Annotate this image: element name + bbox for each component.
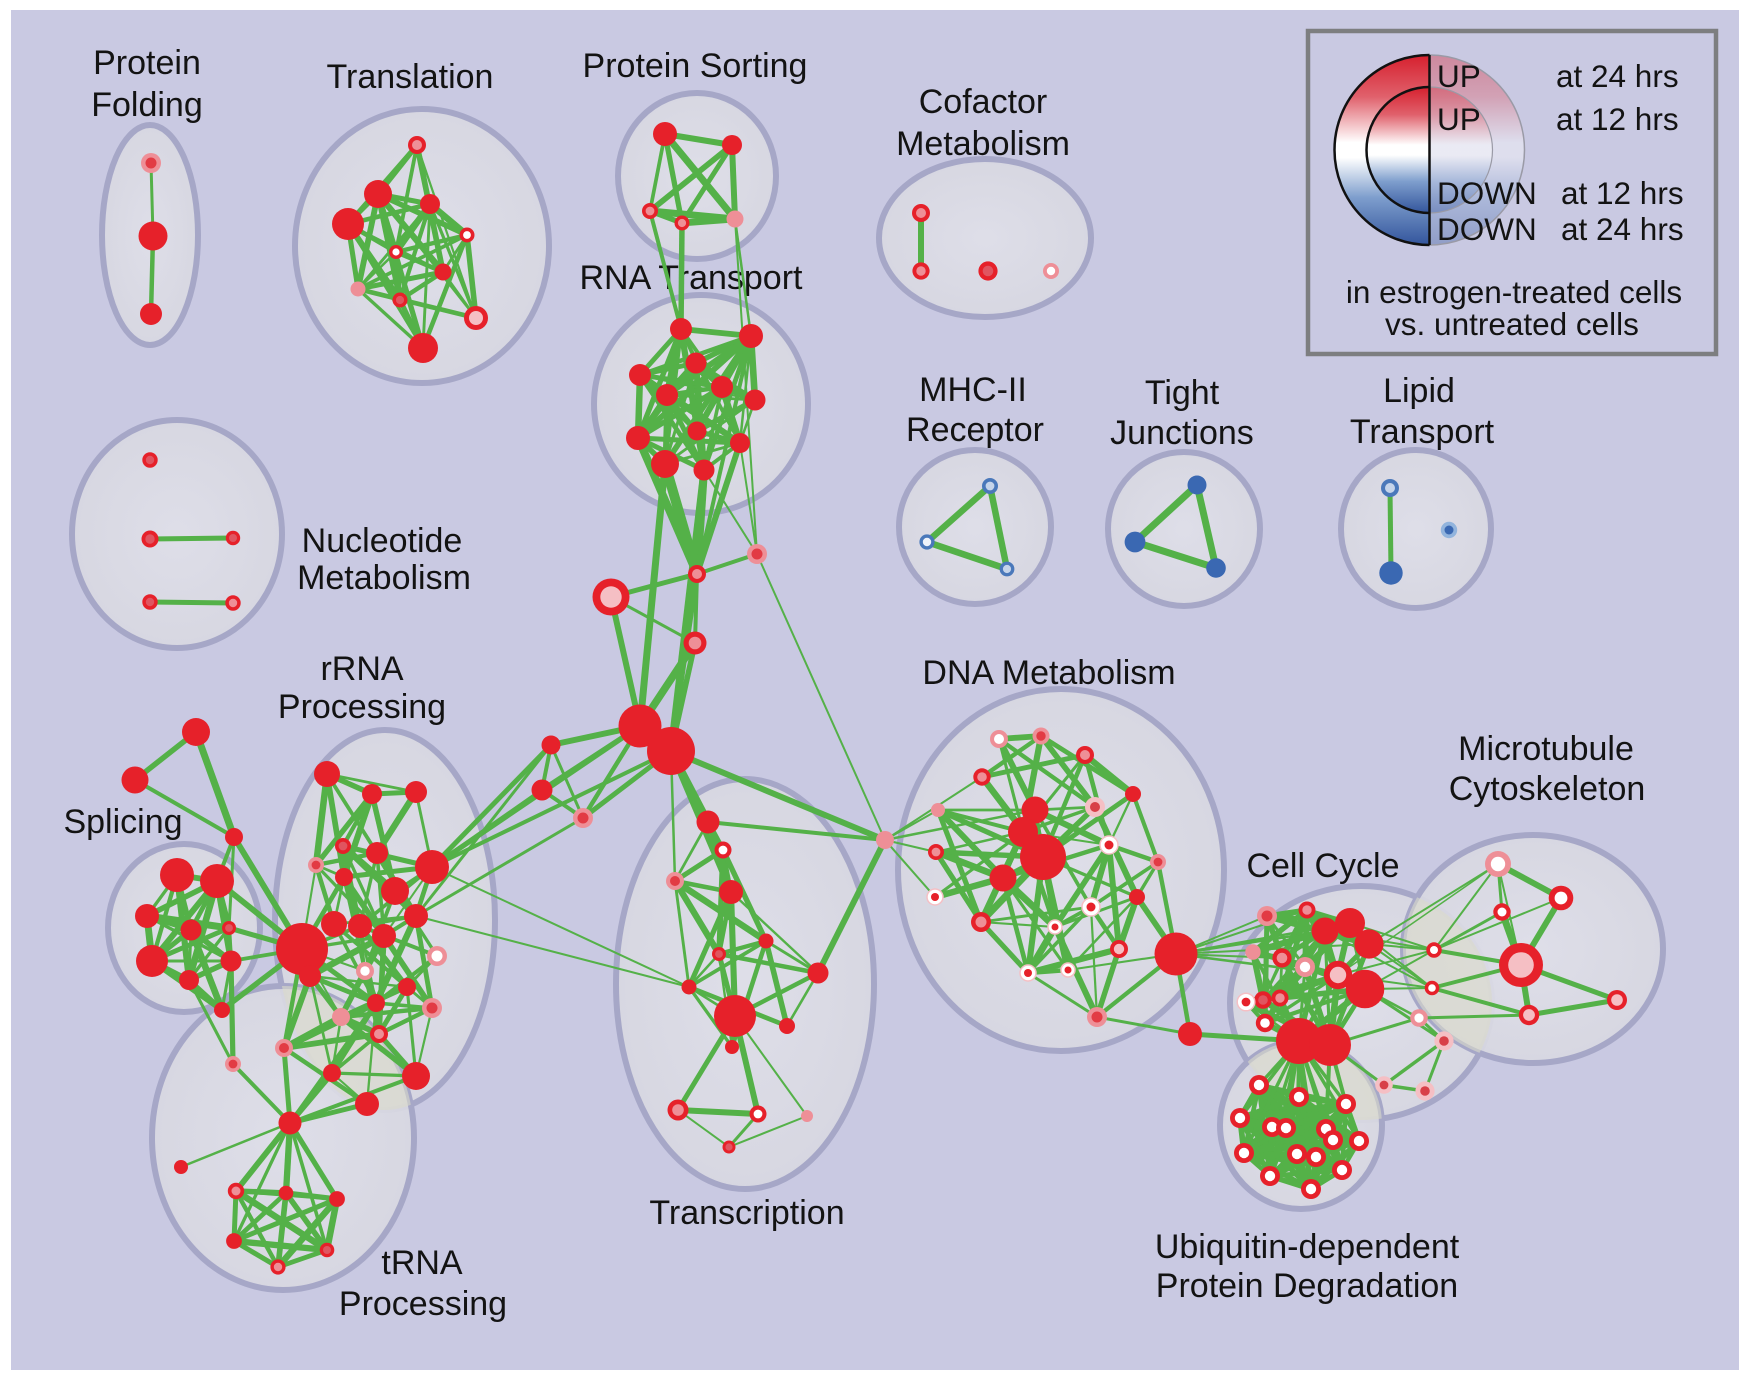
svg-text:DOWN: DOWN	[1437, 211, 1537, 247]
svg-text:at 12 hrs: at 12 hrs	[1556, 101, 1679, 137]
svg-text:vs. untreated cells: vs. untreated cells	[1385, 306, 1639, 342]
svg-text:DOWN: DOWN	[1437, 175, 1537, 211]
svg-text:Cytoskeleton: Cytoskeleton	[1449, 770, 1646, 808]
svg-text:UP: UP	[1437, 101, 1481, 137]
svg-text:Junctions: Junctions	[1110, 414, 1254, 452]
svg-text:RNA Transport: RNA Transport	[580, 259, 804, 297]
svg-text:rRNA: rRNA	[320, 650, 403, 688]
svg-text:Microtubule: Microtubule	[1458, 730, 1634, 768]
svg-text:Protein Degradation: Protein Degradation	[1156, 1267, 1458, 1305]
svg-text:Cofactor: Cofactor	[919, 83, 1048, 121]
svg-text:Transcription: Transcription	[649, 1194, 844, 1232]
svg-text:Ubiquitin-dependent: Ubiquitin-dependent	[1155, 1228, 1460, 1266]
svg-text:at 12 hrs: at 12 hrs	[1561, 175, 1684, 211]
svg-text:Nucleotide: Nucleotide	[302, 522, 463, 560]
svg-text:Receptor: Receptor	[906, 411, 1044, 449]
svg-text:Processing: Processing	[278, 688, 446, 726]
svg-text:Transport: Transport	[1350, 413, 1495, 451]
svg-text:tRNA: tRNA	[381, 1244, 463, 1282]
svg-text:Cell Cycle: Cell Cycle	[1246, 847, 1399, 885]
svg-text:UP: UP	[1437, 58, 1481, 94]
svg-text:at 24 hrs: at 24 hrs	[1561, 211, 1684, 247]
svg-text:Metabolism: Metabolism	[297, 559, 471, 597]
svg-text:Folding: Folding	[91, 86, 203, 124]
svg-text:Metabolism: Metabolism	[896, 125, 1070, 163]
svg-text:Protein: Protein	[93, 44, 201, 82]
svg-text:Lipid: Lipid	[1383, 372, 1455, 410]
svg-text:DNA Metabolism: DNA Metabolism	[922, 654, 1175, 692]
svg-text:Translation: Translation	[327, 58, 494, 96]
svg-text:Splicing: Splicing	[63, 803, 182, 841]
svg-text:Tight: Tight	[1145, 374, 1220, 412]
svg-text:at 24 hrs: at 24 hrs	[1556, 58, 1679, 94]
svg-text:MHC-II: MHC-II	[919, 371, 1027, 409]
svg-text:Protein Sorting: Protein Sorting	[583, 47, 808, 85]
svg-text:in estrogen-treated cells: in estrogen-treated cells	[1346, 274, 1682, 310]
svg-text:Processing: Processing	[339, 1285, 507, 1323]
